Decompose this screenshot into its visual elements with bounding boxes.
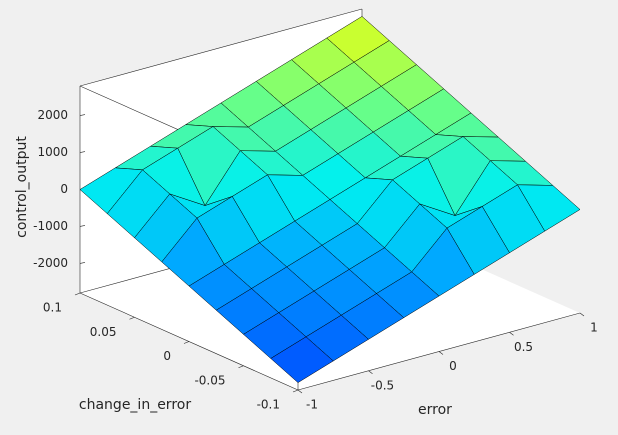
y-tick	[183, 341, 190, 344]
y-tick	[74, 292, 81, 296]
y-tick-label: 0.05	[90, 325, 117, 339]
box-edge	[79, 8, 363, 87]
x-tick	[297, 389, 303, 394]
x-tick-label: 1	[590, 321, 598, 335]
y-tick-label: -0.05	[194, 373, 225, 387]
x-tick	[509, 332, 514, 336]
y-tick-label: 0.1	[43, 301, 62, 315]
x-axis-title: error	[418, 402, 452, 418]
x-tick-label: 0	[449, 359, 457, 373]
x-tick-label: -0.5	[371, 378, 394, 392]
x-tick	[368, 370, 373, 374]
z-tick-label: 0	[60, 182, 68, 196]
z-tick-label: -1000	[33, 219, 68, 233]
surface-face	[270, 336, 334, 383]
x-tick-label: -1	[306, 398, 318, 412]
x-tick-label: 0.5	[514, 340, 533, 354]
z-tick	[79, 225, 86, 227]
y-tick-label: -0.1	[257, 398, 280, 412]
y-tick	[129, 316, 135, 320]
z-tick	[79, 262, 86, 264]
z-tick-label: 1000	[37, 145, 68, 159]
y-axis-title: change_in_error	[79, 397, 191, 413]
x-tick	[579, 312, 585, 317]
y-tick	[238, 365, 244, 369]
x-tick	[438, 351, 444, 355]
z-axis-title: control_output	[14, 136, 30, 238]
z-tick	[79, 114, 86, 116]
y-tick-label: 0	[163, 349, 171, 363]
y-tick	[292, 389, 299, 393]
z-tick-label: -2000	[33, 256, 68, 270]
z-tick	[79, 151, 86, 153]
z-tick-label: 2000	[37, 108, 68, 122]
